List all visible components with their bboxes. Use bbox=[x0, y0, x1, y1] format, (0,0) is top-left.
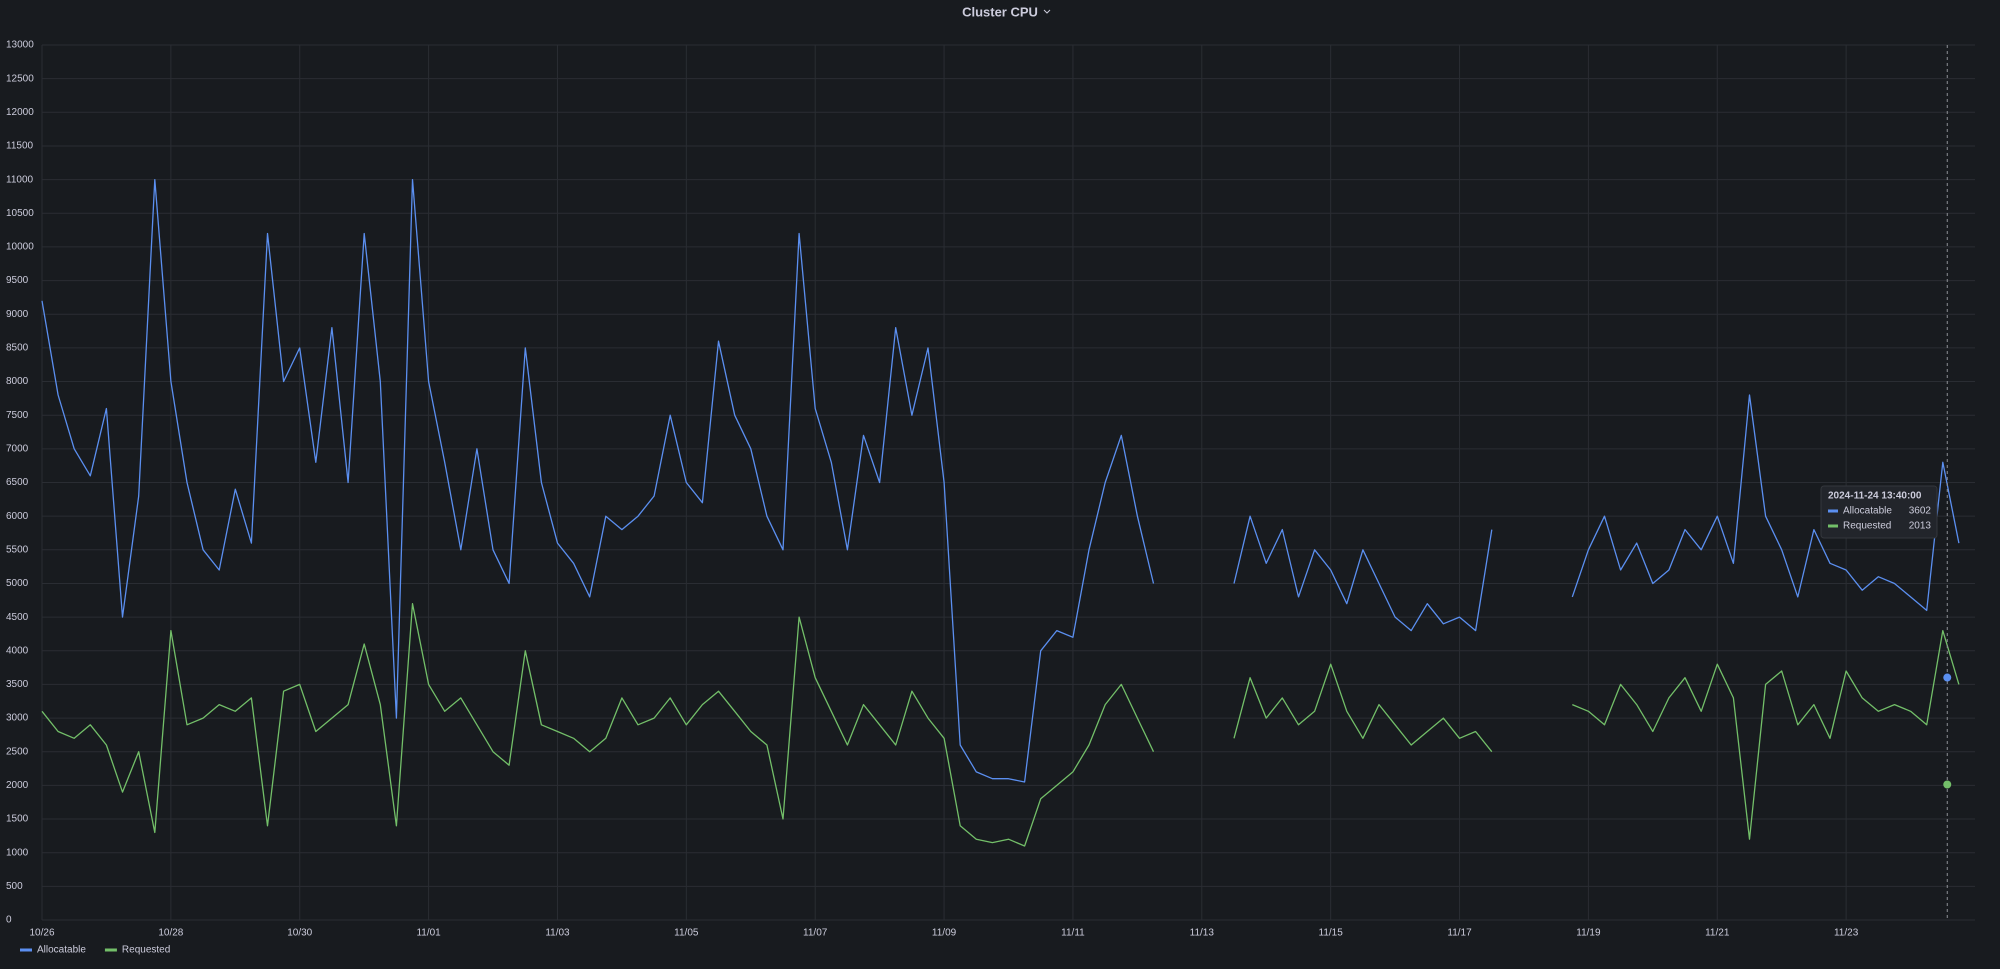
legend-label: Requested bbox=[122, 945, 170, 956]
y-tick-label: 7500 bbox=[6, 410, 29, 421]
y-tick-label: 4000 bbox=[6, 645, 29, 656]
y-tick-label: 500 bbox=[6, 881, 23, 892]
tooltip-name: Requested bbox=[1843, 521, 1891, 532]
y-tick-label: 3500 bbox=[6, 679, 29, 690]
x-tick-label: 11/07 bbox=[803, 928, 828, 939]
y-tick-label: 2000 bbox=[6, 780, 29, 791]
y-tick-label: 5500 bbox=[6, 544, 29, 555]
x-tick-label: 10/26 bbox=[29, 928, 54, 939]
y-tick-label: 4500 bbox=[6, 612, 29, 623]
chart-title[interactable]: Cluster CPU bbox=[962, 4, 1038, 19]
y-tick-label: 8000 bbox=[6, 376, 29, 387]
x-tick-label: 11/03 bbox=[545, 928, 570, 939]
y-tick-label: 12500 bbox=[6, 73, 34, 84]
y-tick-label: 2500 bbox=[6, 746, 29, 757]
tooltip-point bbox=[1943, 673, 1952, 682]
x-tick-label: 11/17 bbox=[1447, 928, 1472, 939]
y-tick-label: 12000 bbox=[6, 107, 34, 118]
tooltip-value: 2013 bbox=[1909, 521, 1932, 532]
y-tick-label: 3000 bbox=[6, 713, 29, 724]
y-tick-label: 8500 bbox=[6, 343, 29, 354]
y-tick-label: 5000 bbox=[6, 578, 29, 589]
x-tick-label: 11/21 bbox=[1705, 928, 1730, 939]
tooltip-point bbox=[1943, 780, 1952, 789]
y-tick-label: 6000 bbox=[6, 511, 29, 522]
y-tick-label: 13000 bbox=[6, 40, 34, 51]
x-tick-label: 11/01 bbox=[416, 928, 441, 939]
y-tick-label: 0 bbox=[6, 915, 12, 926]
x-tick-label: 11/15 bbox=[1319, 928, 1344, 939]
series-line bbox=[41, 603, 1960, 847]
y-tick-label: 11000 bbox=[6, 174, 34, 185]
tooltip-time: 2024-11-24 13:40:00 bbox=[1828, 491, 1922, 502]
tooltip-box bbox=[1820, 485, 1938, 539]
y-tick-label: 1500 bbox=[6, 814, 29, 825]
legend-label: Allocatable bbox=[37, 945, 86, 956]
tooltip-name: Allocatable bbox=[1843, 506, 1892, 517]
y-tick-label: 9000 bbox=[6, 309, 29, 320]
y-tick-label: 9500 bbox=[6, 275, 29, 286]
x-tick-label: 11/13 bbox=[1190, 928, 1215, 939]
x-tick-label: 11/05 bbox=[674, 928, 699, 939]
title-caret bbox=[1043, 9, 1051, 14]
y-tick-label: 10000 bbox=[6, 242, 34, 253]
y-tick-label: 11500 bbox=[6, 141, 34, 152]
y-tick-label: 6500 bbox=[6, 477, 29, 488]
x-tick-label: 11/19 bbox=[1576, 928, 1601, 939]
tooltip-value: 3602 bbox=[1909, 506, 1932, 517]
y-tick-label: 7000 bbox=[6, 443, 29, 454]
x-tick-label: 11/11 bbox=[1061, 928, 1085, 939]
x-tick-label: 10/30 bbox=[287, 928, 312, 939]
x-tick-label: 11/23 bbox=[1834, 928, 1859, 939]
y-tick-label: 1000 bbox=[6, 847, 29, 858]
x-tick-label: 11/09 bbox=[932, 928, 957, 939]
y-tick-label: 10500 bbox=[6, 208, 34, 219]
series-line bbox=[41, 178, 1960, 783]
x-tick-label: 10/28 bbox=[158, 928, 183, 939]
